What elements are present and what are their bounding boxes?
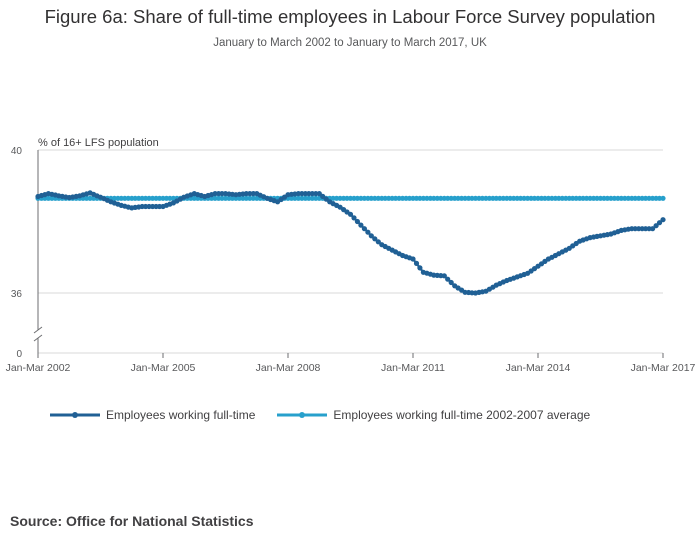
y-tick-label: 36 — [11, 289, 23, 300]
data-point-series-1 — [653, 223, 659, 229]
data-point-series-1 — [656, 220, 663, 226]
data-point-series-1 — [361, 226, 367, 232]
legend-label-series-2: Employees working full-time 2002-2007 av… — [333, 408, 591, 422]
data-point-series-2 — [660, 195, 666, 201]
data-point-series-1 — [347, 211, 354, 217]
data-point-series-1 — [441, 273, 447, 279]
y-tick-label: 0 — [16, 349, 22, 360]
data-point-series-1 — [365, 229, 371, 235]
data-point-series-1 — [372, 236, 378, 242]
legend: Employees working full-time Employees wo… — [48, 408, 610, 422]
data-point-series-1 — [417, 265, 423, 271]
data-point-series-1 — [320, 193, 326, 199]
source-note: Source: Office for National Statistics — [10, 513, 254, 529]
data-point-series-1 — [413, 260, 420, 266]
data-point-series-1 — [368, 233, 374, 239]
data-point-series-1 — [448, 279, 454, 286]
data-point-series-1 — [660, 217, 666, 223]
x-tick-label: Jan-Mar 2017 — [631, 362, 696, 374]
x-tick-label: Jan-Mar 2014 — [506, 362, 571, 374]
x-tick-label: Jan-Mar 2005 — [131, 362, 196, 374]
legend-label-series-1: Employees working full-time — [106, 408, 256, 422]
chart-subtitle: January to March 2002 to January to Marc… — [213, 37, 487, 49]
y-axis-label: % of 16+ LFS population — [38, 137, 159, 149]
data-point-series-1 — [375, 239, 381, 245]
data-point-series-1 — [650, 226, 656, 232]
legend-item-series-2[interactable]: Employees working full-time 2002-2007 av… — [275, 408, 590, 422]
y-tick-label: 40 — [11, 146, 23, 157]
legend-swatch-series-1 — [50, 412, 100, 418]
data-point-series-1 — [410, 256, 416, 262]
legend-swatch-series-2 — [277, 412, 328, 418]
x-tick-label: Jan-Mar 2008 — [256, 362, 321, 374]
x-tick-label: Jan-Mar 2002 — [6, 362, 71, 374]
data-point-series-1 — [445, 276, 451, 282]
axis-break-mark — [33, 334, 43, 342]
legend-item-series-1[interactable]: Employees working full-time — [48, 408, 255, 422]
data-point-series-1 — [354, 218, 360, 225]
data-point-series-1 — [323, 196, 329, 202]
data-point-series-1 — [351, 215, 357, 221]
axis-break-mark — [33, 326, 43, 334]
x-tick-label: Jan-Mar 2011 — [381, 362, 445, 374]
data-point-series-1 — [358, 222, 364, 228]
chart-title: Figure 6a: Share of full-time employees … — [44, 6, 656, 27]
